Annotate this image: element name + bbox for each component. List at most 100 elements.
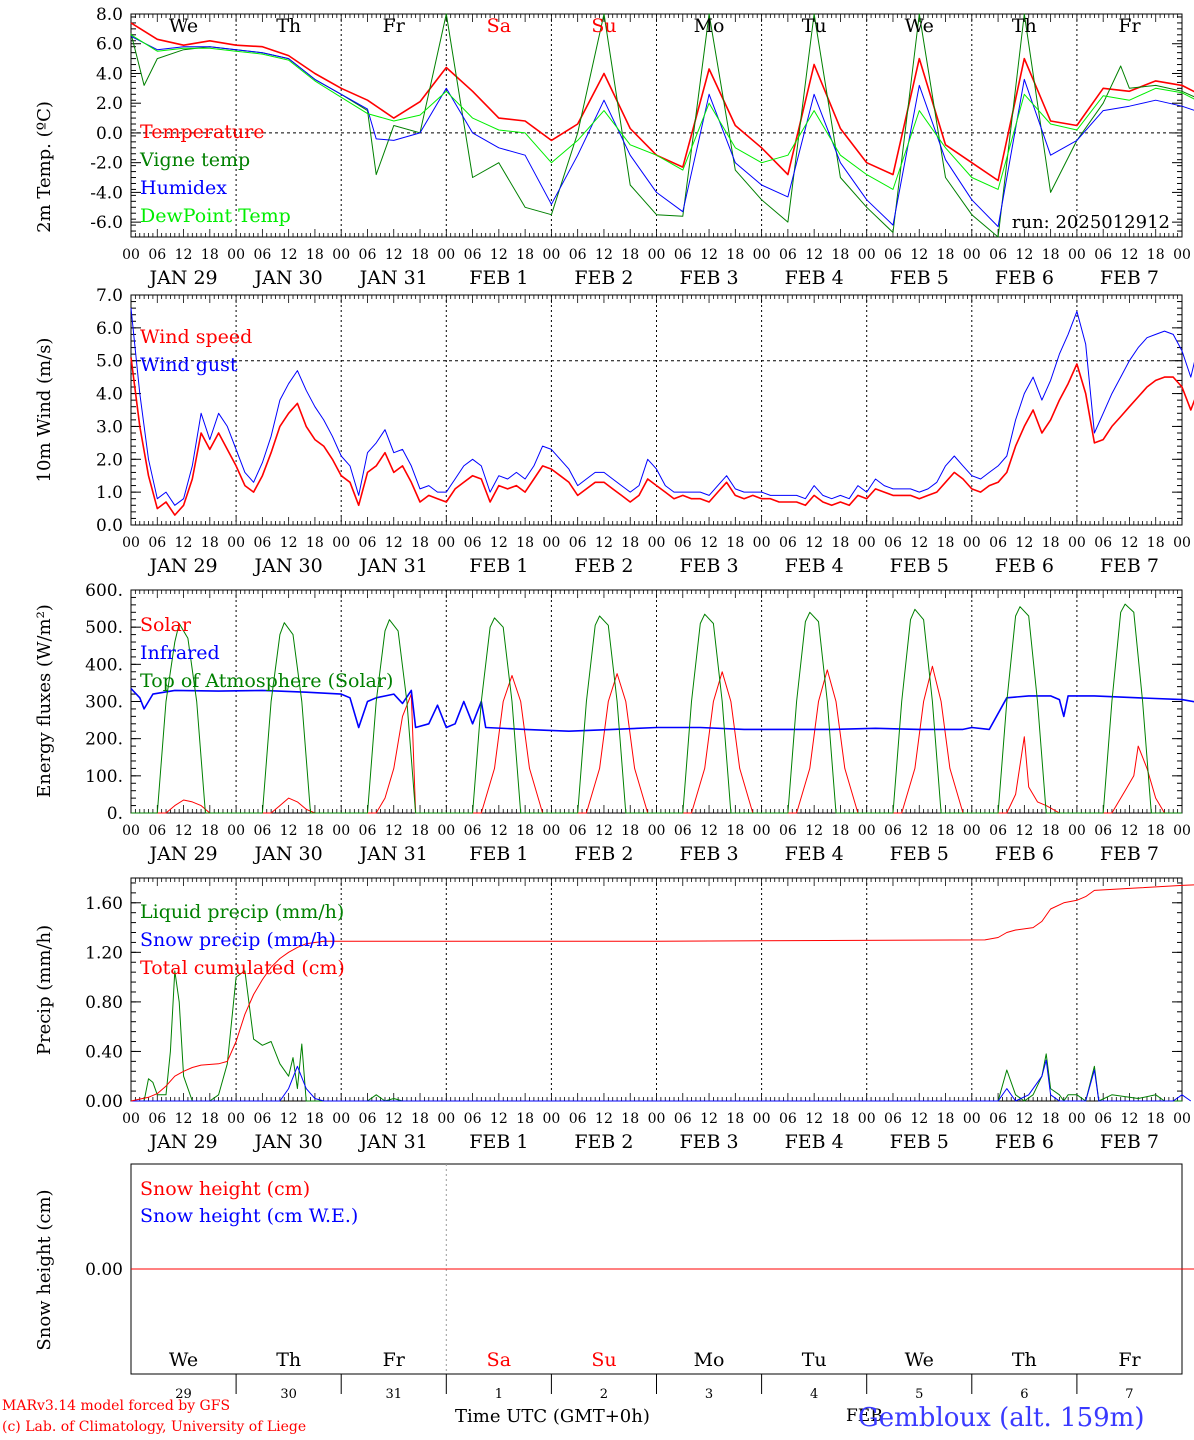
hour-label: 18 (1147, 247, 1165, 263)
weekday-label: Su (591, 15, 616, 37)
hour-label: 00 (332, 535, 350, 551)
y-tick-label: -4.0 (90, 183, 123, 203)
hour-label: 00 (542, 823, 560, 839)
hour-label: 06 (1094, 247, 1112, 263)
hour-label: 12 (280, 535, 298, 551)
hour-label: 12 (175, 1111, 193, 1127)
hour-label: 18 (621, 823, 639, 839)
hour-label: 06 (253, 535, 271, 551)
hour-label: 12 (490, 535, 508, 551)
hour-label: 12 (385, 247, 403, 263)
hour-label: 00 (1173, 823, 1191, 839)
hour-label: 18 (937, 535, 955, 551)
hour-label: 18 (411, 535, 429, 551)
hour-label: 06 (884, 247, 902, 263)
hour-label: 12 (490, 247, 508, 263)
legend-entry: Wind gust (140, 354, 238, 376)
hour-label: 00 (332, 1111, 350, 1127)
y-tick-label: 0. (107, 804, 123, 824)
hour-label: 18 (726, 247, 744, 263)
hour-label: 06 (674, 247, 692, 263)
date-label: FEB 1 (469, 1131, 528, 1153)
hour-label: 18 (726, 823, 744, 839)
hour-label: 18 (1042, 1111, 1060, 1127)
y-tick-label: 0.0 (96, 124, 123, 144)
hour-label: 18 (621, 247, 639, 263)
hour-label: 00 (437, 247, 455, 263)
date-label: FEB 2 (574, 267, 633, 289)
hour-label: 06 (464, 1111, 482, 1127)
legend-entry: Wind speed (140, 326, 252, 348)
y-tick-label: 6.0 (96, 319, 123, 339)
hour-label: 00 (963, 535, 981, 551)
hour-label: 06 (1094, 1111, 1112, 1127)
hour-label: 18 (1147, 823, 1165, 839)
y-tick-label: 600. (85, 581, 123, 601)
hour-label: 12 (385, 823, 403, 839)
y-axis-label: 2m Temp. (ºC) (34, 101, 55, 233)
hour-label: 00 (437, 823, 455, 839)
date-label: FEB 7 (1100, 555, 1159, 577)
hour-label: 06 (674, 1111, 692, 1127)
hour-label: 12 (805, 1111, 823, 1127)
hour-label: 00 (1173, 1111, 1191, 1127)
date-label: JAN 29 (147, 1131, 217, 1153)
day-number-label: 3 (705, 1387, 713, 1402)
hour-label: 06 (464, 247, 482, 263)
y-axis-label: 10m Wind (m/s) (34, 338, 55, 483)
hour-label: 00 (648, 823, 666, 839)
weekday-label: Sa (487, 1349, 511, 1371)
legend-entry: Infrared (140, 642, 220, 664)
hour-label: 06 (1094, 535, 1112, 551)
date-label: FEB 3 (679, 267, 738, 289)
y-tick-label: -2.0 (90, 154, 123, 174)
hour-label: 00 (1068, 247, 1086, 263)
hour-label: 12 (385, 535, 403, 551)
hour-label: 18 (411, 823, 429, 839)
hour-label: 06 (253, 247, 271, 263)
date-label: FEB 2 (574, 555, 633, 577)
hour-label: 18 (621, 535, 639, 551)
hour-label: 12 (1121, 247, 1139, 263)
hour-label: 00 (437, 1111, 455, 1127)
weekday-label: We (169, 15, 198, 37)
hour-label: 12 (910, 247, 928, 263)
hour-label: 00 (753, 823, 771, 839)
hour-label: 06 (989, 247, 1007, 263)
day-number-label: 29 (175, 1387, 192, 1402)
hour-label: 00 (1068, 535, 1086, 551)
y-tick-label: 4.0 (96, 64, 123, 84)
hour-label: 00 (858, 535, 876, 551)
date-label: JAN 30 (253, 1131, 323, 1153)
hour-label: 18 (832, 823, 850, 839)
date-label: FEB 7 (1100, 843, 1159, 865)
y-tick-label: 4.0 (96, 385, 123, 405)
series-line-humidex (130, 35, 1194, 228)
hour-label: 12 (280, 823, 298, 839)
hour-label: 06 (148, 247, 166, 263)
hour-label: 06 (464, 535, 482, 551)
date-label: FEB 4 (785, 1131, 844, 1153)
weekday-label: Fr (383, 15, 406, 37)
hour-label: 06 (359, 247, 377, 263)
hour-label: 18 (516, 1111, 534, 1127)
hour-label: 18 (306, 247, 324, 263)
date-label: JAN 31 (358, 1131, 428, 1153)
hour-label: 06 (1094, 823, 1112, 839)
legend-entry: Humidex (140, 177, 227, 199)
y-tick-label: 7.0 (96, 286, 123, 306)
hour-label: 12 (175, 535, 193, 551)
weekday-label: Th (276, 15, 301, 37)
y-axis-label: Precip (mm/h) (34, 925, 55, 1055)
series-line-infrared (130, 687, 1194, 732)
day-number-label: 31 (385, 1387, 402, 1402)
hour-label: 06 (148, 1111, 166, 1127)
date-label: FEB 6 (995, 843, 1054, 865)
hour-label: 06 (359, 535, 377, 551)
hour-label: 12 (700, 535, 718, 551)
weekday-label: We (905, 1349, 934, 1371)
series-line-solar (131, 665, 1182, 814)
date-label: FEB 6 (995, 1131, 1054, 1153)
date-label: FEB 6 (995, 555, 1054, 577)
